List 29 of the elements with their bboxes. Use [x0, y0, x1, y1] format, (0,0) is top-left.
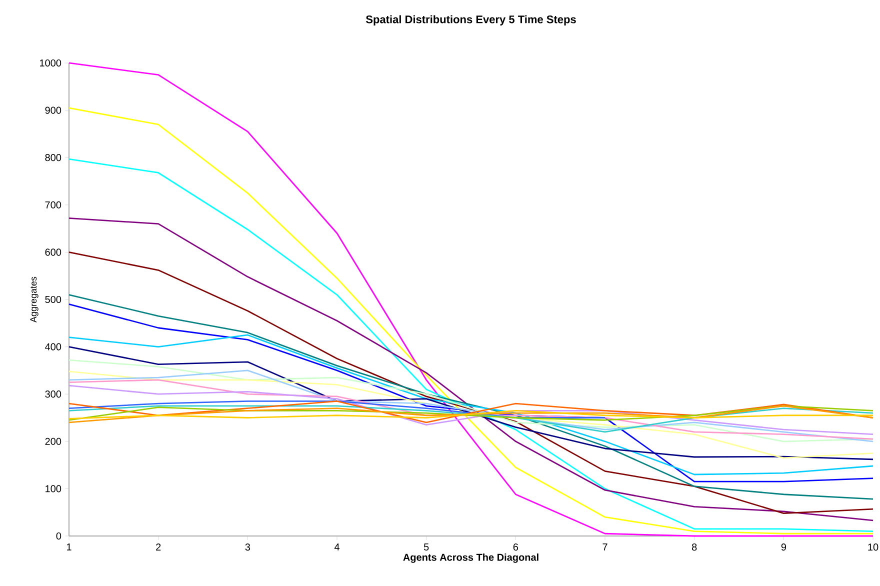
x-tick-label: 9	[781, 544, 786, 551]
x-tick-label: 5	[424, 544, 429, 551]
y-tick-label: 300	[45, 390, 62, 398]
chart-title: Spatial Distributions Every 5 Time Steps	[366, 15, 576, 26]
x-tick-label: 2	[156, 544, 161, 551]
x-tick-label: 8	[692, 544, 697, 551]
x-tick-label: 6	[513, 544, 518, 551]
y-tick-label: 700	[45, 201, 62, 208]
line-series	[68, 400, 606, 418]
y-tick-label: 600	[45, 248, 62, 256]
y-tick-label: 900	[45, 106, 62, 114]
y-tick-label: 100	[46, 485, 62, 492]
line-series	[68, 379, 874, 440]
y-tick-label: 1000	[40, 59, 62, 67]
y-tick-label: 200	[45, 438, 62, 445]
y-axis-title: Aggregates	[30, 276, 38, 322]
y-tick-label: 400	[45, 343, 62, 350]
x-tick-label: 7	[602, 544, 608, 550]
y-tick-label: 800	[45, 154, 62, 162]
x-tick-label: 10	[868, 544, 878, 551]
x-tick-label: 1	[66, 544, 72, 550]
line-series	[68, 346, 874, 460]
line-series	[68, 334, 874, 476]
y-tick-label: 0	[56, 532, 62, 540]
x-tick-label: 4	[334, 544, 340, 550]
x-axis-title: Agents Across The Diagonal	[403, 553, 538, 563]
x-tick-label: 3	[245, 544, 250, 551]
line-series	[68, 410, 874, 420]
y-tick-label: 500	[45, 296, 62, 304]
